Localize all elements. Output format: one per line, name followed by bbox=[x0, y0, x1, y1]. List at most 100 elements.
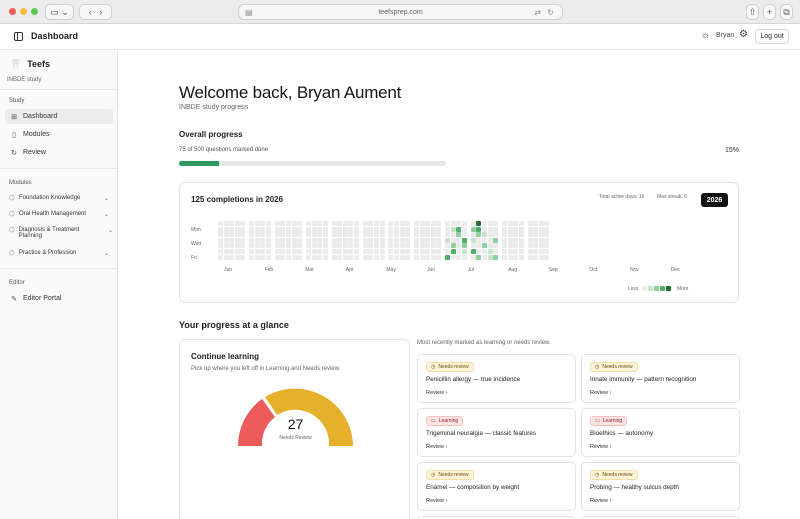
review-link[interactable]: Review › bbox=[426, 498, 447, 504]
translate-icon[interactable]: ⇄ ↻ bbox=[534, 7, 556, 17]
heatmap-cell bbox=[331, 232, 337, 238]
settings-gear-icon[interactable]: ⚙ bbox=[739, 29, 748, 40]
needs-review-gauge bbox=[238, 388, 353, 446]
theme-toggle-icon[interactable]: ☼ bbox=[701, 30, 711, 41]
year-selector-button[interactable]: 2026 bbox=[701, 193, 728, 207]
panel-toggle-icon[interactable] bbox=[14, 32, 23, 41]
heatmap-cell bbox=[317, 237, 323, 243]
heatmap-cell bbox=[533, 232, 539, 238]
month-label: Aug bbox=[508, 267, 518, 273]
book-icon: ▭ bbox=[595, 418, 600, 424]
share-button[interactable]: ⇧ bbox=[746, 4, 759, 20]
back-forward-buttons[interactable]: ‹ › bbox=[79, 4, 112, 20]
address-bar[interactable]: ▤ teefsprep.com ⇄ ↻ bbox=[238, 4, 563, 20]
heatmap-cell bbox=[286, 237, 291, 243]
review-link[interactable]: Review › bbox=[590, 498, 611, 504]
heatmap-cell bbox=[450, 237, 456, 243]
heatmap-cell bbox=[533, 221, 539, 226]
sidebar-item-review[interactable]: ↻ Review bbox=[5, 145, 113, 160]
month-label: Jul bbox=[467, 267, 474, 273]
minimize-window-button[interactable] bbox=[20, 8, 27, 15]
module-oral-health-management[interactable]: ◯ Oral Health Management ⌄ bbox=[5, 211, 113, 218]
review-card[interactable]: ▭ Learning Trigeminal neuralgia — classic … bbox=[417, 408, 576, 457]
section-label-editor: Editor bbox=[9, 280, 25, 286]
review-card[interactable]: ◷ Needs review Penicillin allergy — true i… bbox=[417, 354, 576, 403]
heatmap-cell bbox=[456, 249, 462, 254]
month-label: May bbox=[386, 267, 396, 273]
heatmap-cell bbox=[462, 249, 467, 254]
heatmap-cell bbox=[527, 243, 533, 249]
heatmap-cell bbox=[354, 221, 359, 226]
heatmap-cell bbox=[430, 232, 436, 238]
heatmap-cell bbox=[518, 249, 524, 254]
review-link[interactable]: Review › bbox=[426, 444, 447, 450]
heatmap-cell bbox=[513, 249, 519, 254]
sidebar-item-editor-portal[interactable]: ✎ Editor Portal bbox=[5, 291, 113, 306]
review-link[interactable]: Review › bbox=[590, 390, 611, 396]
heatmap-cell bbox=[462, 226, 467, 232]
new-tab-button[interactable]: + bbox=[763, 4, 776, 20]
tab-overview-button[interactable]: ⧉ bbox=[780, 4, 793, 20]
heatmap-cell bbox=[445, 226, 451, 232]
chevron-down-icon[interactable]: ⌄ bbox=[103, 196, 109, 202]
review-card[interactable]: ▭ Learning Bioethics — autonomy Review › bbox=[581, 408, 740, 457]
review-link[interactable]: Review › bbox=[426, 390, 447, 396]
card-title: Bioethics — autonomy bbox=[590, 430, 653, 437]
zoom-window-button[interactable] bbox=[31, 8, 38, 15]
heatmap-cell bbox=[513, 221, 519, 226]
module-practice-profession[interactable]: ◯ Practice & Profession ⌄ bbox=[5, 250, 113, 257]
brand[interactable]: 🦷 Teefs bbox=[10, 59, 50, 70]
recent-caption: Most recently marked as learning or need… bbox=[417, 340, 551, 346]
pen-icon: ✎ bbox=[11, 295, 17, 303]
heatmap-cell bbox=[374, 232, 379, 238]
review-link[interactable]: Review › bbox=[590, 444, 611, 450]
chevron-down-icon[interactable]: ⌄ bbox=[103, 251, 109, 257]
heatmap-cell bbox=[266, 254, 271, 260]
heatmap-cell bbox=[456, 232, 462, 238]
heatmap-cell bbox=[513, 232, 519, 238]
heatmap-cell bbox=[337, 237, 343, 243]
heatmap-cell bbox=[430, 249, 436, 254]
continue-learning-card[interactable]: Continue learning Pick up where you left… bbox=[179, 339, 410, 519]
chevron-down-icon[interactable]: ⌄ bbox=[103, 212, 109, 218]
heatmap-cell bbox=[445, 243, 451, 249]
module-diagnosis-treatment-planning[interactable]: ◯ Diagnosis & Treatment Planning ⌄ bbox=[5, 227, 113, 239]
heatmap-cell bbox=[476, 226, 482, 232]
heatmap-cell bbox=[322, 243, 328, 249]
sidebar-item-dashboard[interactable]: ⊞ Dashboard bbox=[5, 109, 113, 124]
heatmap-cell bbox=[342, 232, 348, 238]
heatmap-cell bbox=[331, 237, 337, 243]
circle-icon: ◯ bbox=[9, 195, 15, 201]
heatmap-cell bbox=[487, 249, 493, 254]
needs-review-count: 27 bbox=[287, 416, 304, 432]
username: Bryan bbox=[716, 32, 735, 39]
heatmap-cell bbox=[462, 243, 467, 249]
heatmap-cell bbox=[544, 226, 550, 232]
heatmap-cell bbox=[399, 226, 405, 232]
logout-button[interactable]: Log out bbox=[755, 29, 789, 44]
sidebar-item-modules[interactable]: ▯ Modules bbox=[5, 127, 113, 142]
sidebar-toggle-button[interactable]: ▭ ⌄ bbox=[45, 4, 74, 20]
heatmap-cell bbox=[450, 221, 456, 226]
heatmap-cell bbox=[450, 226, 456, 232]
heatmap-cell bbox=[399, 221, 405, 226]
heatmap-cell bbox=[533, 226, 539, 232]
heatmap-cell bbox=[311, 237, 317, 243]
chevron-right-icon[interactable]: › bbox=[99, 7, 103, 17]
plus-icon: + bbox=[766, 7, 773, 17]
heatmap-cell bbox=[399, 237, 405, 243]
review-card[interactable]: ◷ Needs review Enamel — composition by wei… bbox=[417, 462, 576, 511]
max-streak: Max streak: 6 bbox=[657, 194, 688, 200]
status-badge: ◷ Needs review bbox=[426, 362, 474, 372]
chevron-left-icon[interactable]: ‹ bbox=[88, 7, 92, 17]
month-label: Feb bbox=[264, 267, 274, 273]
chevron-down-icon[interactable]: ⌄ bbox=[107, 228, 113, 234]
heatmap-cell bbox=[280, 237, 286, 243]
heatmap-cell bbox=[229, 243, 235, 249]
review-card[interactable]: ◷ Needs review Probing — healthy sulcus de… bbox=[581, 462, 740, 511]
heatmap-cell bbox=[513, 237, 519, 243]
heatmap-cell bbox=[297, 221, 303, 226]
close-window-button[interactable] bbox=[9, 8, 16, 15]
review-card[interactable]: ◷ Needs review Innate immunity — pattern r… bbox=[581, 354, 740, 403]
module-foundation-knowledge[interactable]: ◯ Foundation Knowledge ⌄ bbox=[5, 195, 113, 202]
